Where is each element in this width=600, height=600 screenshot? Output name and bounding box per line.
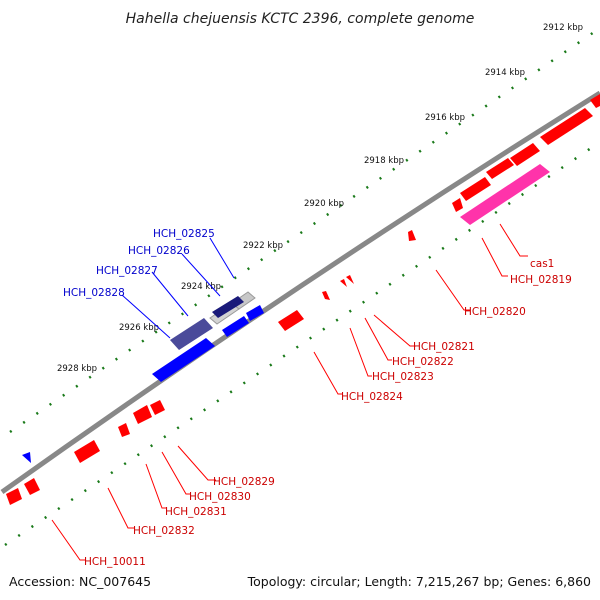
gene-label[interactable]: HCH_02829	[213, 476, 275, 488]
gene-HCH_02830[interactable]	[133, 405, 152, 424]
gene-HCH_02820[interactable]	[408, 230, 416, 241]
gene-HCH_02823[interactable]	[322, 291, 330, 300]
ruler-label: 2924 kbp	[181, 282, 221, 292]
ruler-label: 2914 kbp	[485, 68, 525, 78]
ruler-label: 2918 kbp	[364, 156, 404, 166]
gene-HCH_02821[interactable]	[346, 275, 354, 284]
forward-gene-labels-left: HCH_02829 HCH_02830 HCH_02831 HCH_02832 …	[84, 476, 275, 568]
gene-label[interactable]: cas1	[530, 258, 554, 270]
gene-label[interactable]: HCH_02826	[128, 245, 190, 257]
ruler-labels: 2912 kbp 2914 kbp 2916 kbp 2918 kbp 2920…	[57, 23, 583, 374]
gene-cas1[interactable]	[460, 164, 550, 225]
forward-gene-labels-right: cas1 HCH_02819 HCH_02820 HCH_02821 HCH_0…	[341, 258, 572, 403]
gene-reverse-small-1[interactable]	[222, 316, 249, 337]
gene-forward-4[interactable]	[460, 177, 491, 201]
gene-label[interactable]: HCH_02821	[413, 341, 475, 353]
reverse-gene-labels: HCH_02825 HCH_02826 HCH_02827 HCH_02828	[63, 228, 215, 299]
gene-HCH_02832[interactable]	[74, 440, 100, 463]
gene-forward-large-1[interactable]	[540, 108, 593, 145]
gene-forward-2[interactable]	[510, 143, 540, 166]
gene-forward-5[interactable]	[452, 198, 463, 212]
ruler-label: 2912 kbp	[543, 23, 583, 33]
gene-label[interactable]: HCH_02824	[341, 391, 403, 403]
outer-ruler-ticks	[9, 26, 600, 434]
gene-reverse-arrow[interactable]	[22, 452, 31, 463]
gene-forward-left-edge[interactable]	[6, 488, 22, 505]
gene-forward-3[interactable]	[486, 158, 514, 179]
ruler-label: 2928 kbp	[57, 364, 97, 374]
genome-summary-text: Topology: circular; Length: 7,215,267 bp…	[247, 574, 591, 589]
ruler-label: 2926 kbp	[119, 323, 159, 333]
gene-label[interactable]: HCH_02825	[153, 228, 215, 240]
gene-label[interactable]: HCH_02823	[372, 371, 434, 383]
gene-label[interactable]: HCH_02822	[392, 356, 454, 368]
gene-HCH_02827[interactable]	[170, 318, 213, 350]
ruler-label: 2920 kbp	[304, 199, 344, 209]
gene-label[interactable]: HCH_02830	[189, 491, 251, 503]
gene-label[interactable]: HCH_02828	[63, 287, 125, 299]
gene-reverse-small-2[interactable]	[246, 305, 264, 321]
gene-label[interactable]: HCH_02831	[165, 506, 227, 518]
gene-HCH_02829[interactable]	[150, 400, 165, 415]
gene-HCH_02824[interactable]	[278, 310, 304, 331]
gene-label[interactable]: HCH_02827	[96, 265, 158, 277]
gene-HCH_02831[interactable]	[118, 423, 130, 437]
forward-leader-lines	[51, 223, 528, 561]
forward-strand-genes-right	[278, 94, 600, 331]
reverse-leader-lines	[121, 237, 235, 339]
gene-HCH_02828[interactable]	[152, 338, 215, 382]
reverse-strand-genes	[22, 291, 264, 463]
gene-forward-edge[interactable]	[590, 94, 600, 108]
gene-HCH_02826[interactable]	[212, 296, 244, 318]
gene-label[interactable]: HCH_02820	[464, 306, 526, 318]
inner-ruler-ticks	[4, 140, 600, 547]
map-title: Hahella chejuensis KCTC 2396, complete g…	[126, 11, 475, 27]
genome-backbone	[0, 90, 600, 495]
gene-label[interactable]: HCH_02832	[133, 525, 195, 537]
gene-HCH_10011[interactable]	[24, 478, 40, 495]
ruler-label: 2922 kbp	[243, 241, 283, 251]
forward-strand-genes-left	[6, 400, 165, 505]
gene-label[interactable]: HCH_10011	[84, 556, 146, 568]
ruler-label: 2916 kbp	[425, 113, 465, 123]
accession-text: Accession: NC_007645	[9, 574, 151, 589]
gene-label[interactable]: HCH_02819	[510, 274, 572, 286]
gene-HCH_02822[interactable]	[340, 279, 347, 287]
